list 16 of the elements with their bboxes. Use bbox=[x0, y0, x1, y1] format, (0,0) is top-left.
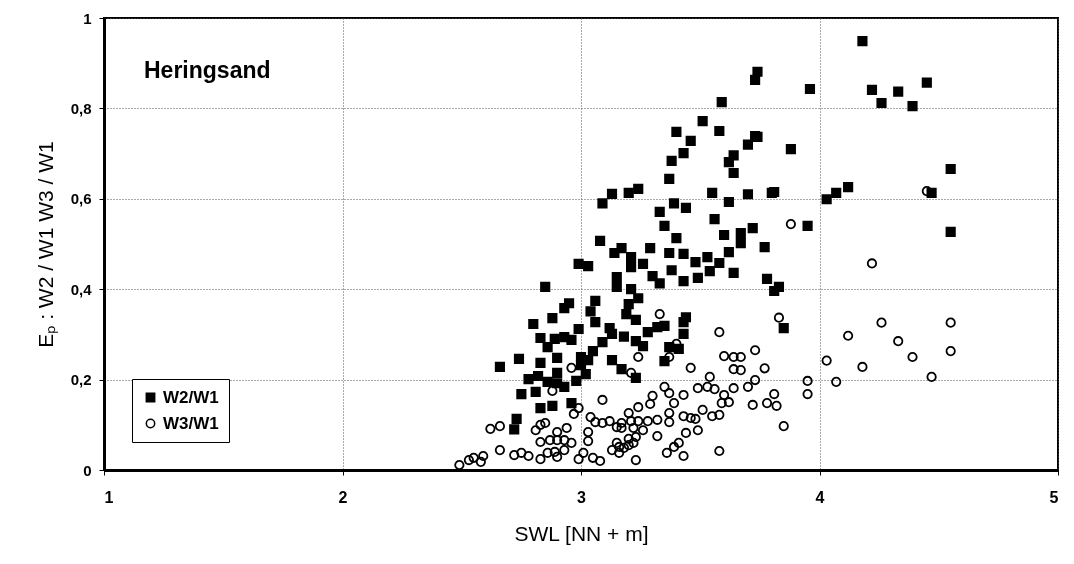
y-tick-label: 0,2 bbox=[70, 371, 92, 389]
y-tick-label: 0,4 bbox=[70, 280, 93, 298]
y-tick-label: 0 bbox=[83, 461, 92, 479]
y-tick-label: 1 bbox=[83, 9, 92, 27]
x-axis-title: SWL [NN + m] bbox=[514, 521, 649, 545]
y-axis-title: Eₚ : W2 / W1 W3 / W1 bbox=[33, 141, 59, 348]
x-tick-label: 4 bbox=[815, 488, 825, 506]
x-tick-label: 2 bbox=[338, 488, 348, 506]
y-tick-label: 0,8 bbox=[70, 99, 92, 117]
x-tick-label: 1 bbox=[104, 488, 114, 506]
x-tick-label: 5 bbox=[1049, 488, 1059, 506]
annotation: Heringsand bbox=[144, 57, 271, 83]
legend-label: W3/W1 bbox=[163, 413, 219, 433]
y-tick-label: 0,6 bbox=[70, 190, 92, 208]
legend-label: W2/W1 bbox=[163, 387, 219, 407]
x-tick-label: 3 bbox=[577, 488, 587, 506]
